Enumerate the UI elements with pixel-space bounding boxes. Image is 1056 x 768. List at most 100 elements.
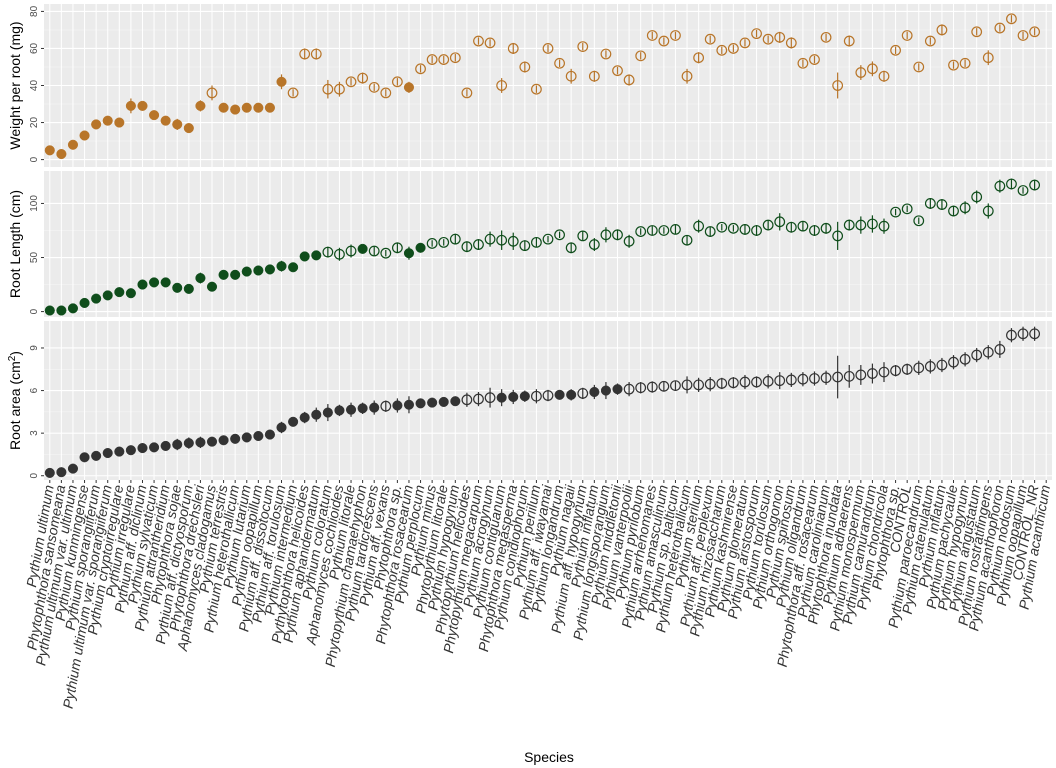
data-point <box>391 242 403 254</box>
data-point <box>1029 26 1041 38</box>
data-point <box>820 31 832 43</box>
data-point <box>971 349 983 361</box>
data-point <box>183 123 194 134</box>
data-point <box>589 386 600 398</box>
data-point <box>936 199 948 210</box>
data-point <box>276 261 287 272</box>
data-point <box>867 368 878 379</box>
data-point <box>727 222 739 234</box>
data-point <box>994 180 1006 192</box>
data-point <box>415 242 426 253</box>
data-point <box>56 148 67 160</box>
data-point <box>264 102 275 113</box>
data-point <box>635 382 647 394</box>
data-point <box>612 229 623 241</box>
data-point <box>658 225 670 236</box>
data-point <box>959 202 971 214</box>
data-point <box>44 305 55 316</box>
data-point <box>1017 30 1029 41</box>
data-point <box>44 145 55 156</box>
y-tick-label: 3 <box>29 430 40 436</box>
data-point <box>195 273 206 284</box>
panel-2: 0 50 100 Root Length (cm) <box>7 171 1052 317</box>
data-point <box>785 221 797 233</box>
data-point <box>797 373 809 385</box>
data-point <box>322 407 333 418</box>
y-tick-label: 0 <box>29 156 40 162</box>
data-point <box>322 83 334 95</box>
data-point <box>114 287 125 298</box>
data-point <box>681 70 693 82</box>
data-point <box>369 402 380 413</box>
data-point <box>102 290 113 301</box>
data-point <box>507 43 519 54</box>
data-point <box>450 396 461 407</box>
data-point <box>183 283 194 294</box>
data-point <box>832 371 844 383</box>
data-point <box>670 380 681 391</box>
data-point <box>496 234 508 246</box>
data-point <box>241 102 252 113</box>
y-tick-label: 6 <box>29 387 40 393</box>
data-point <box>449 52 461 64</box>
data-point <box>936 359 948 371</box>
data-point <box>704 378 716 390</box>
data-point <box>658 380 670 392</box>
data-point <box>774 375 786 387</box>
data-point <box>357 243 368 254</box>
data-point <box>287 87 299 99</box>
data-point <box>438 54 450 65</box>
data-point <box>172 282 183 293</box>
data-point <box>299 48 311 60</box>
data-point <box>948 59 959 71</box>
data-point <box>785 374 797 386</box>
data-point <box>924 35 936 47</box>
data-point <box>125 100 136 111</box>
data-point <box>357 403 368 414</box>
data-point <box>901 203 913 215</box>
data-point <box>878 70 890 82</box>
data-point <box>959 57 971 69</box>
data-point <box>519 240 531 252</box>
data-point <box>588 70 600 82</box>
data-point <box>855 219 867 231</box>
data-point <box>160 277 171 288</box>
data-point <box>380 247 392 259</box>
data-point <box>554 389 565 400</box>
data-point <box>994 343 1006 355</box>
data-point <box>79 452 90 463</box>
data-point <box>368 81 380 93</box>
data-point <box>345 245 357 257</box>
data-point <box>716 221 728 233</box>
data-point <box>508 391 519 403</box>
data-point <box>820 222 832 234</box>
data-point <box>56 305 67 316</box>
data-point <box>751 225 762 236</box>
data-point <box>137 279 148 290</box>
data-point <box>241 266 252 277</box>
data-point <box>403 248 415 259</box>
data-point <box>948 356 959 368</box>
data-point <box>67 463 79 474</box>
data-point <box>449 233 461 245</box>
data-point <box>809 373 820 384</box>
data-point <box>832 80 844 91</box>
data-point <box>403 399 415 410</box>
data-point <box>531 236 542 248</box>
data-point <box>241 432 252 443</box>
data-point <box>623 74 635 86</box>
data-point <box>843 370 855 382</box>
y-tick-label: 0 <box>29 473 40 479</box>
data-point <box>230 269 241 280</box>
data-point <box>948 205 959 217</box>
data-point <box>681 379 693 391</box>
data-point <box>264 429 275 440</box>
y-tick-label: 20 <box>29 117 40 129</box>
data-point <box>600 48 612 60</box>
data-point <box>565 70 577 82</box>
data-point <box>125 445 136 456</box>
data-point <box>924 198 936 209</box>
data-point <box>867 218 878 230</box>
data-point <box>473 239 484 250</box>
